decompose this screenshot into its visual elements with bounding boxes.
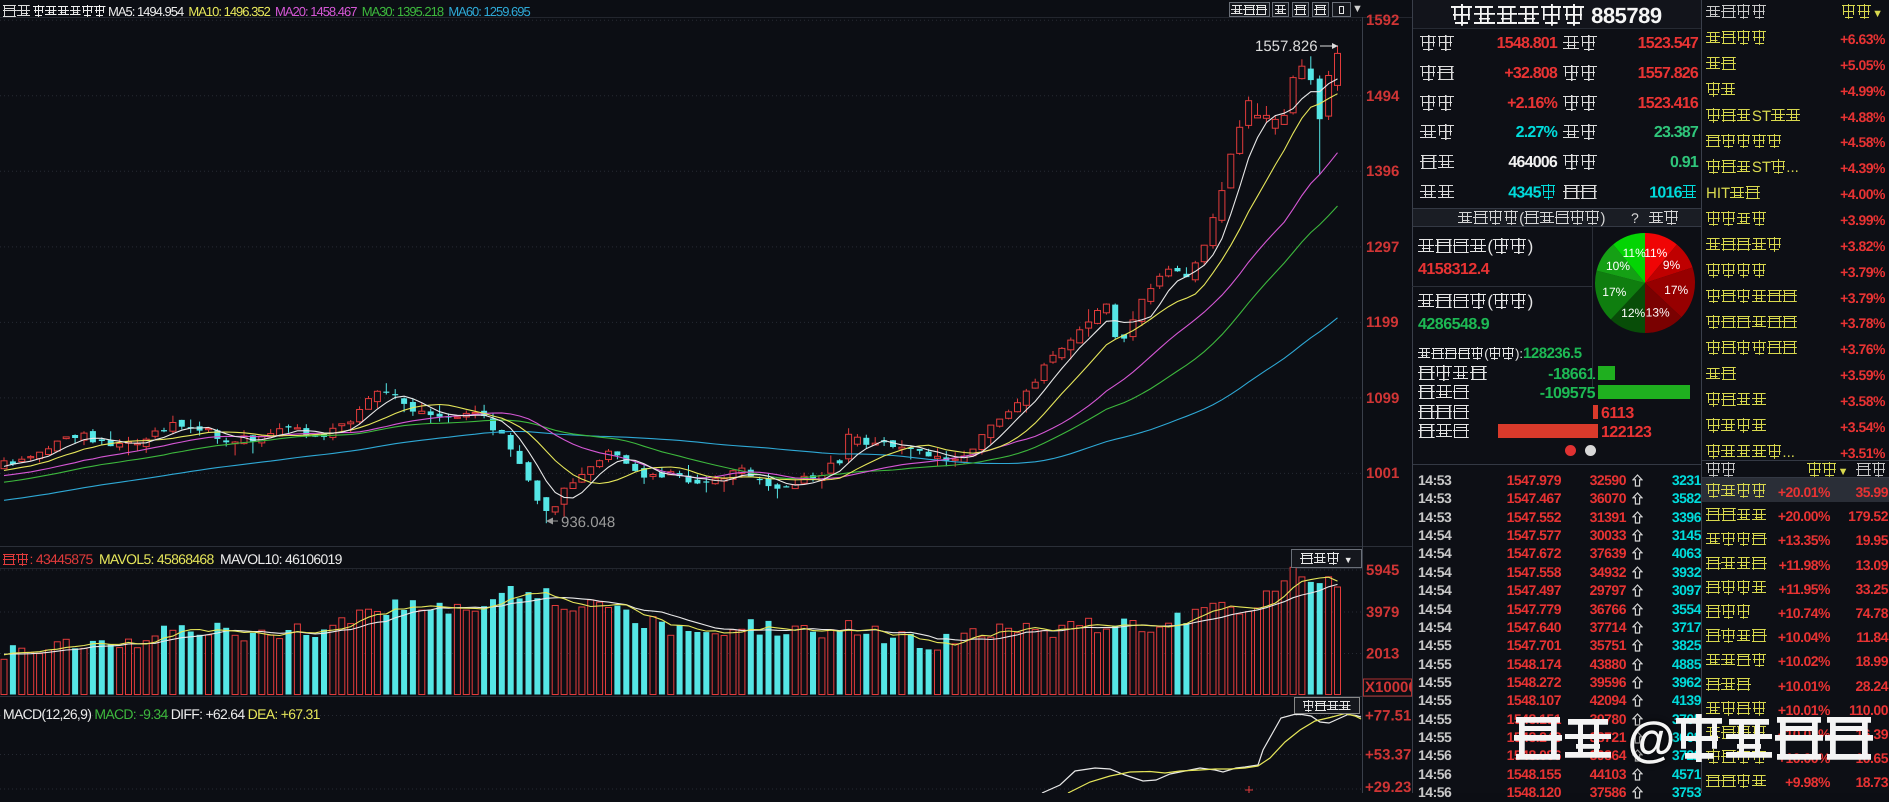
svg-text:5945: 5945: [1366, 562, 1399, 579]
svg-text:+29.23: +29.23: [1365, 779, 1411, 793]
svg-text:1001: 1001: [1366, 465, 1399, 482]
svg-text:X10000: X10000: [1365, 679, 1412, 696]
svg-text:2013: 2013: [1366, 646, 1399, 663]
svg-text:1199: 1199: [1366, 314, 1399, 331]
svg-text:13%: 13%: [1646, 305, 1670, 319]
svg-text:1396: 1396: [1366, 163, 1399, 180]
svg-text:1297: 1297: [1366, 239, 1399, 256]
svg-text:17%: 17%: [1602, 285, 1626, 299]
svg-text:12%: 12%: [1621, 306, 1645, 320]
svg-text:1494: 1494: [1366, 88, 1400, 105]
svg-text:10%: 10%: [1606, 259, 1630, 273]
svg-text:+53.37: +53.37: [1365, 747, 1411, 764]
svg-text:936.048: 936.048: [561, 514, 615, 531]
svg-text:9%: 9%: [1663, 258, 1681, 272]
svg-text:1592: 1592: [1366, 12, 1399, 29]
svg-text:3979: 3979: [1366, 604, 1399, 621]
svg-text:1557.826: 1557.826: [1255, 38, 1318, 55]
svg-text:+77.51: +77.51: [1365, 708, 1411, 725]
svg-text:11%: 11%: [1644, 246, 1667, 260]
svg-text:17%: 17%: [1664, 283, 1688, 297]
svg-text:11%: 11%: [1623, 246, 1646, 260]
svg-text:1099: 1099: [1366, 390, 1399, 407]
